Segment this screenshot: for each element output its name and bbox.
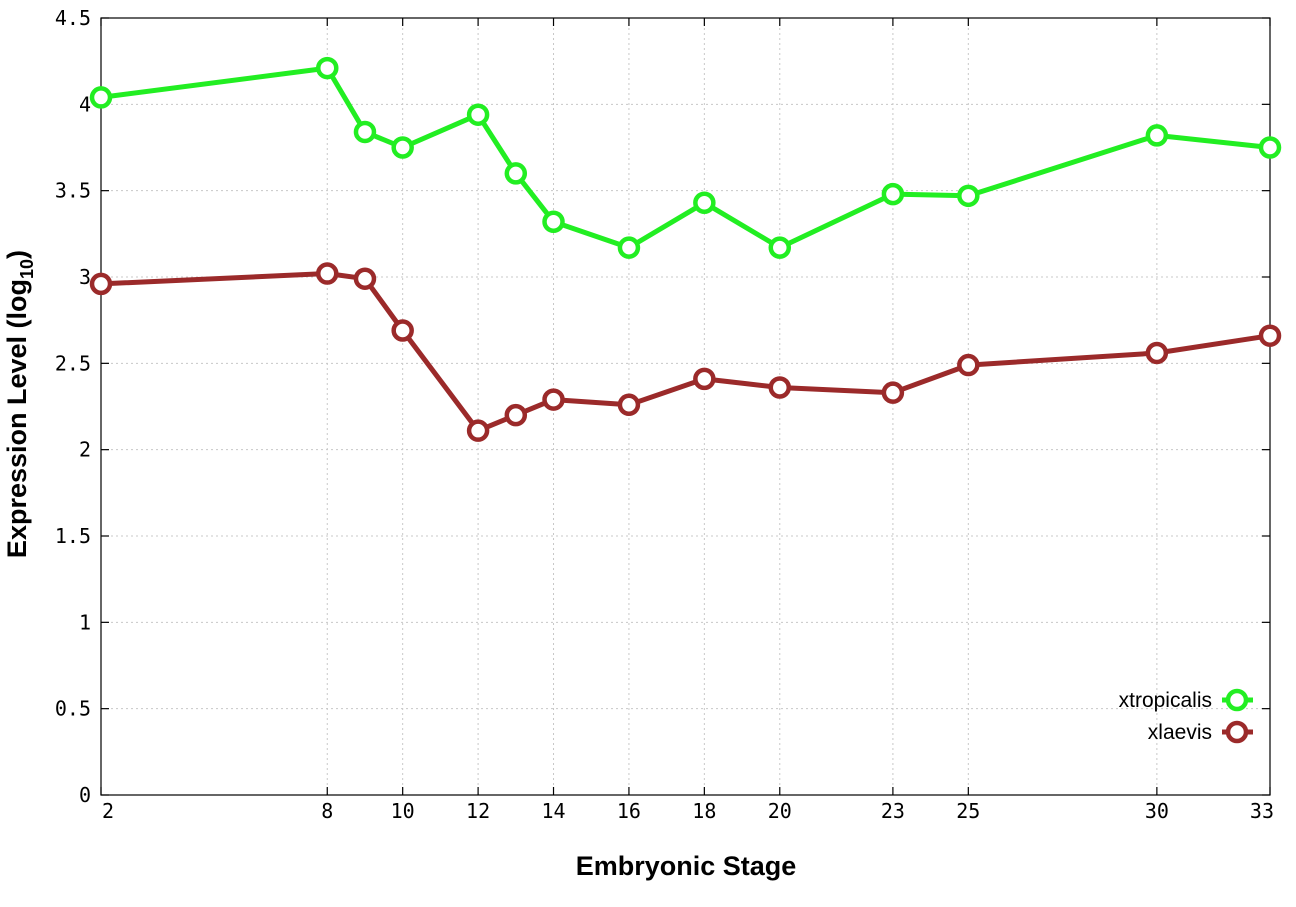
data-point-xtropicalis: [617, 236, 641, 259]
y-tick-label: 1: [79, 610, 91, 634]
legend: xtropicalis xlaevis: [1119, 688, 1253, 744]
axis-ticks: 0 0.5 1 1.5 2 2.5 3 3.5 4 4.5 2 8 10 12 14 16 18 20 23 25 30…: [55, 6, 1274, 823]
data-point-xlaevis: [768, 376, 792, 399]
x-axis-title: Embryonic Stage: [576, 851, 797, 881]
data-point-xtropicalis: [542, 210, 565, 233]
series-line-xlaevis: [98, 271, 1273, 434]
data-point-xlaevis: [89, 272, 113, 296]
data-point-xtropicalis: [504, 162, 528, 185]
x-tick-label: 14: [541, 799, 565, 823]
data-point-xlaevis: [1258, 324, 1282, 347]
x-tick-label: 25: [956, 799, 980, 823]
plot-frame: [100, 17, 1271, 796]
data-point-xtropicalis: [391, 136, 414, 159]
data-point-xlaevis: [542, 388, 565, 411]
series-line-xtropicalis: [98, 65, 1273, 251]
y-tick-label: 3: [79, 265, 91, 289]
legend-marker-xtropicalis: [1225, 688, 1249, 712]
data-point-xtropicalis: [466, 103, 490, 126]
data-point-xlaevis: [353, 267, 377, 290]
data-point-xlaevis: [617, 393, 641, 417]
x-tick-label: 2: [102, 799, 114, 823]
data-point-xlaevis: [1145, 341, 1169, 365]
legend-label-xlaevis: xlaevis: [1148, 721, 1212, 744]
data-point-xlaevis: [466, 419, 490, 442]
y-tick-label: 4.5: [55, 6, 91, 30]
y-tick-label: 2.5: [55, 351, 91, 375]
y-tick-label: 4: [79, 92, 91, 116]
y-tick-label: 0.5: [55, 697, 91, 721]
x-tick-label: 20: [768, 799, 792, 823]
data-point-xlaevis: [957, 353, 980, 377]
series-group: [89, 56, 1282, 442]
data-point-xtropicalis: [768, 236, 792, 259]
legend-label-xtropicalis: xtropicalis: [1119, 689, 1212, 712]
data-point-xlaevis: [881, 381, 905, 404]
data-point-xtropicalis: [1145, 124, 1169, 147]
y-tick-label: 3.5: [55, 179, 91, 203]
data-point-xlaevis: [504, 403, 528, 427]
data-point-xlaevis: [693, 367, 716, 391]
data-point-xtropicalis: [316, 56, 339, 80]
x-tick-label: 33: [1250, 799, 1274, 823]
y-axis-title-main: Expression Level (log: [2, 279, 32, 558]
x-tick-label: 12: [466, 799, 490, 823]
y-tick-label: 2: [79, 438, 91, 462]
y-tick-label: 1.5: [55, 524, 91, 548]
data-point-xlaevis: [316, 262, 339, 285]
x-tick-label: 10: [391, 799, 415, 823]
data-point-xtropicalis: [89, 86, 113, 109]
y-axis-title: Expression Level (log10): [2, 250, 37, 558]
data-point-xtropicalis: [693, 191, 716, 215]
data-point-xtropicalis: [957, 184, 980, 208]
data-point-xlaevis: [391, 319, 414, 342]
grid-lines: [101, 18, 1270, 795]
legend-marker-xlaevis: [1225, 720, 1249, 744]
x-tick-label: 30: [1145, 799, 1169, 823]
data-point-xtropicalis: [1258, 136, 1282, 159]
data-point-xtropicalis: [881, 182, 905, 206]
x-tick-label: 8: [321, 799, 333, 823]
x-tick-label: 23: [881, 799, 905, 823]
x-tick-label: 18: [692, 799, 716, 823]
y-axis-title-subscript: 10: [17, 259, 37, 279]
y-axis-title-close: ): [2, 250, 32, 259]
y-tick-label: 0: [79, 783, 91, 807]
data-point-xtropicalis: [353, 120, 377, 144]
x-tick-label: 16: [617, 799, 641, 823]
